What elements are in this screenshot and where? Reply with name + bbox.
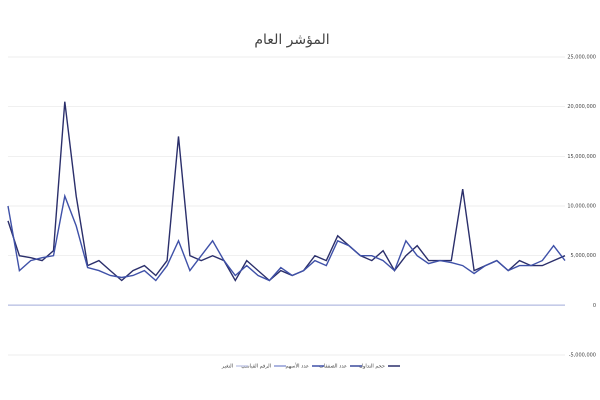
legend-label: حجم التداول [359, 364, 385, 370]
legend-label: الرقم القياسي [241, 364, 271, 370]
legend-label: التغير [221, 364, 233, 370]
legend-label: عدد الأسهم [286, 363, 310, 370]
chart-title: المؤشر العام [254, 32, 329, 48]
series-line [7, 193, 566, 282]
legend-label: عدد الصفقات [319, 364, 347, 370]
y-tick-label: 20,000,000 [567, 104, 596, 110]
y-tick-label: 0 [593, 303, 596, 309]
series-line [7, 101, 566, 282]
y-tick-label: 10,000,000 [567, 204, 596, 210]
y-tick-label: 25,000,000 [567, 55, 596, 61]
y-tick-label: 5,000,000 [571, 253, 596, 259]
y-tick-label: 15,000,000 [567, 154, 596, 160]
y-tick-label: -5,000,000 [569, 353, 596, 359]
